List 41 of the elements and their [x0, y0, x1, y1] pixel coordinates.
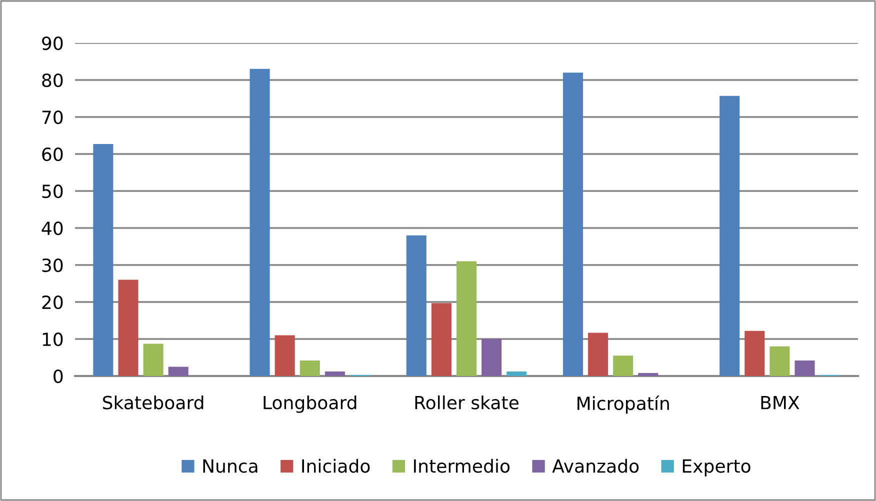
bar — [456, 261, 477, 376]
bar — [406, 235, 426, 376]
legend-label: Intermedio — [414, 458, 510, 473]
bar — [794, 360, 815, 376]
y-tick-label: 90 — [42, 36, 63, 50]
bar — [770, 346, 790, 376]
x-tick-label: Longboard — [264, 395, 356, 413]
bar — [638, 373, 658, 376]
bar — [506, 372, 527, 376]
legend-label: Avanzado — [552, 458, 639, 473]
bar — [274, 335, 295, 376]
bar — [613, 356, 634, 376]
y-tick-label: 70 — [42, 110, 63, 124]
legend-label: Nunca — [203, 459, 258, 473]
bar — [93, 144, 114, 376]
y-tick-label: 10 — [42, 332, 63, 346]
bar — [300, 360, 320, 376]
bar — [143, 344, 164, 376]
x-tick-label: Micropatín — [578, 395, 669, 414]
legend-label: Experto — [682, 459, 750, 476]
y-tick-label: 30 — [42, 258, 63, 272]
y-tick-label: 80 — [42, 73, 63, 88]
y-tick-label: 50 — [42, 184, 63, 198]
bar — [482, 339, 502, 376]
bar — [720, 96, 740, 376]
y-tick-label: 20 — [42, 295, 63, 310]
x-tick-label: Skateboard — [102, 395, 204, 410]
bar — [118, 280, 138, 376]
bar — [431, 303, 452, 376]
y-tick-label: 40 — [42, 221, 63, 236]
bar — [168, 366, 188, 376]
bar — [588, 332, 608, 376]
x-tick-label: Roller skate — [415, 395, 518, 410]
bar — [324, 372, 345, 376]
x-tick-label: BMX — [761, 396, 800, 410]
bar — [250, 68, 270, 376]
bar — [562, 72, 584, 376]
y-tick-label: 60 — [42, 147, 63, 162]
y-tick-label: 0 — [54, 369, 63, 384]
legend-label: Iniciado — [302, 458, 370, 473]
bar — [744, 330, 765, 376]
